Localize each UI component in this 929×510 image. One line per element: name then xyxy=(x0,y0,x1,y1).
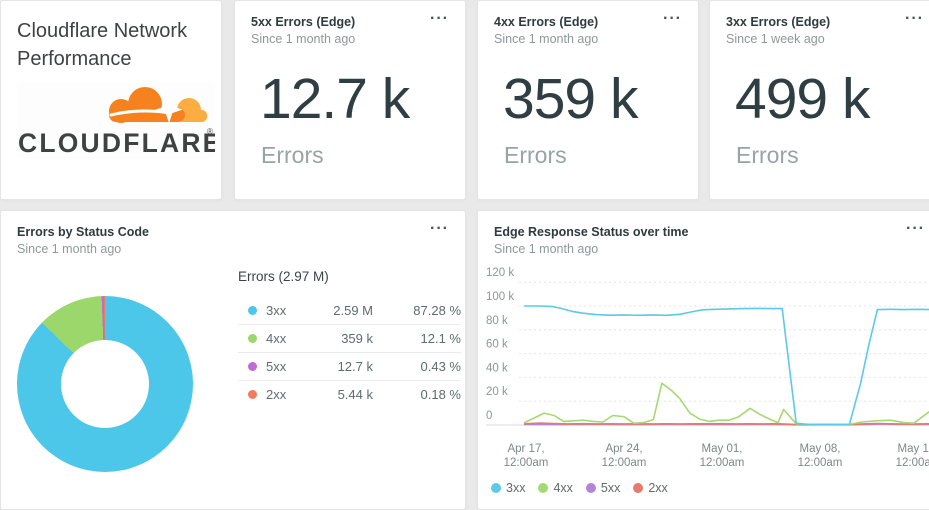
billboard-card-3xx: 3xx Errors (Edge) Since 1 week ago ··· 4… xyxy=(709,0,929,200)
series-color-dot xyxy=(491,483,501,493)
pie-legend-header: Errors (2.97 M) xyxy=(238,269,329,284)
series-value: 2.59 M xyxy=(333,302,373,318)
card-title: 3xx Errors (Edge) xyxy=(726,15,831,29)
pie-legend-row-4xx[interactable]: 4xx 359 k 12.1 % xyxy=(238,324,461,352)
legend-label: 5xx xyxy=(600,481,621,495)
title-widget-card: Cloudflare Network Performance CLOUDFLAR… xyxy=(0,0,222,200)
legend-item-4xx[interactable]: 4xx xyxy=(538,481,573,495)
series-percent: 12.1 % xyxy=(420,331,461,346)
series-value: 359 k xyxy=(341,331,373,346)
svg-text:40 k: 40 k xyxy=(486,362,508,374)
card-title: Errors by Status Code xyxy=(17,225,149,239)
series-color-dot xyxy=(248,334,257,343)
card-subtitle: Since 1 month ago xyxy=(251,31,356,46)
series-percent: 87.28 % xyxy=(413,302,461,318)
card-subtitle: Since 1 month ago xyxy=(17,241,122,256)
legend-label: 3xx xyxy=(506,481,526,495)
card-title: Edge Response Status over time xyxy=(494,225,689,239)
series-value: 5.44 k xyxy=(337,387,373,402)
cloudflare-logo: CLOUDFLARE ® xyxy=(17,83,220,159)
svg-text:80 k: 80 k xyxy=(486,315,508,327)
series-value: 12.7 k xyxy=(337,359,373,374)
card-menu-icon[interactable]: ··· xyxy=(906,220,925,237)
billboard-card-4xx: 4xx Errors (Edge) Since 1 month ago ··· … xyxy=(477,0,699,200)
legend-label: 2xx xyxy=(648,481,668,495)
card-menu-icon[interactable]: ··· xyxy=(430,220,449,237)
svg-text:60 k: 60 k xyxy=(486,339,508,351)
svg-text:0: 0 xyxy=(486,410,492,422)
cloudflare-cloud-icon xyxy=(109,87,207,124)
pie-legend-row-3xx[interactable]: 3xx 2.59 M 87.28 % xyxy=(238,296,461,324)
svg-text:Apr 24,12:00am: Apr 24, 12:00am xyxy=(602,443,647,469)
billboard-card-5xx: 5xx Errors (Edge) Since 1 month ago ··· … xyxy=(234,0,466,200)
legend-item-3xx[interactable]: 3xx xyxy=(491,481,525,495)
series-color-dot xyxy=(585,483,596,493)
series-color-dot xyxy=(248,390,257,399)
series-percent: 0.43 % xyxy=(420,359,461,374)
svg-text:100 k: 100 k xyxy=(486,291,514,303)
svg-text:Apr 17,12:00am: Apr 17, 12:00am xyxy=(504,443,549,469)
svg-text:May 08,12:00am: May 08, 12:00am xyxy=(798,443,843,469)
card-subtitle: Since 1 month ago xyxy=(494,31,599,46)
legend-item-5xx[interactable]: 5xx xyxy=(585,481,621,495)
donut-chart[interactable] xyxy=(17,296,193,472)
billboard-unit: Errors xyxy=(261,142,324,168)
card-menu-icon[interactable]: ··· xyxy=(663,10,682,27)
card-title: 5xx Errors (Edge) xyxy=(251,15,356,29)
pie-legend-row-2xx[interactable]: 2xx 5.44 k 0.18 % xyxy=(238,380,461,408)
pie-legend-table: Errors (2.97 M) 3xx 2.59 M 87.28 % 4xx 3… xyxy=(238,269,461,408)
card-subtitle: Since 1 week ago xyxy=(726,31,825,46)
svg-text:120 k: 120 k xyxy=(486,267,514,279)
line-chart-svg[interactable]: 120 k 100 k 80 k 60 k 40 k 20 k 0 Apr 17, 12:00a… xyxy=(478,211,929,510)
billboard-value: 359 k xyxy=(503,67,638,131)
billboard-value: 499 k xyxy=(735,67,870,131)
card-subtitle: Since 1 month ago xyxy=(494,241,599,256)
series-color-dot xyxy=(248,362,257,371)
series-percent: 0.18 % xyxy=(420,387,461,402)
dashboard-title: Cloudflare Network Performance xyxy=(17,20,188,71)
cloudflare-logo-registered-mark: ® xyxy=(207,127,213,136)
svg-text:20 k: 20 k xyxy=(486,386,508,398)
pie-legend-row-5xx[interactable]: 5xx 12.7 k 0.43 % xyxy=(238,352,461,380)
billboard-value: 12.7 k xyxy=(260,67,410,131)
cloudflare-logo-text: CLOUDFLARE xyxy=(18,128,215,158)
line-chart-card: Edge Response Status over time Since 1 m… xyxy=(477,210,929,510)
series-label: 2xx xyxy=(266,387,287,402)
billboard-unit: Errors xyxy=(736,142,799,168)
card-title: 4xx Errors (Edge) xyxy=(494,15,599,29)
series-color-dot xyxy=(538,483,549,493)
billboard-unit: Errors xyxy=(504,142,567,168)
svg-text:May 01,12:00am: May 01, 12:00am xyxy=(700,443,745,469)
legend-item-2xx[interactable]: 2xx xyxy=(633,481,668,495)
series-color-dot xyxy=(248,305,257,315)
legend-label: 4xx xyxy=(553,481,573,495)
line-chart-legend: 3xx 4xx 5xx 2xx xyxy=(491,481,668,495)
svg-text:May 15,12:00am: May 15,12:00am xyxy=(896,443,929,469)
card-menu-icon[interactable]: ··· xyxy=(905,10,924,27)
series-label: 3xx xyxy=(266,302,287,318)
series-label: 4xx xyxy=(266,331,287,346)
card-menu-icon[interactable]: ··· xyxy=(430,10,449,27)
series-color-dot xyxy=(633,483,644,493)
pie-chart-card: Errors by Status Code Since 1 month ago … xyxy=(0,210,466,510)
series-label: 5xx xyxy=(266,359,287,374)
